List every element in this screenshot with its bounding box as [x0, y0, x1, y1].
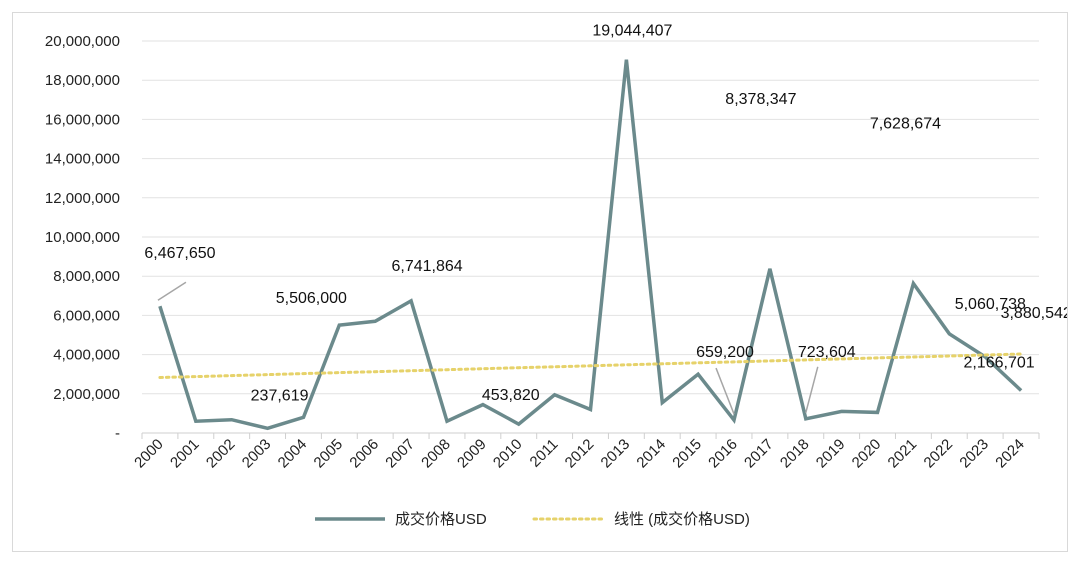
x-tick-label: 2011 [527, 436, 562, 471]
data-label: 19,044,407 [592, 23, 672, 40]
x-tick-label: 2003 [239, 436, 275, 472]
data-label: 6,741,864 [392, 258, 463, 275]
x-tick-label: 2020 [849, 436, 885, 472]
legend: 成交价格USD 线性 (成交价格USD) [315, 510, 750, 528]
legend-label-trend: 线性 (成交价格USD) [614, 510, 750, 528]
y-tick-label: 8,000,000 [53, 268, 120, 285]
x-tick-label: 2001 [167, 436, 203, 472]
grid-lines [142, 40, 1039, 434]
leader-line [805, 366, 819, 414]
series-line-price [158, 59, 1023, 431]
data-label: 5,060,738 [955, 296, 1026, 313]
y-tick-label: 10,000,000 [45, 229, 120, 246]
y-tick-label: 12,000,000 [45, 190, 120, 207]
data-label: 6,467,650 [144, 245, 215, 262]
x-tick-label: 2010 [490, 436, 526, 472]
y-tick-label: 16,000,000 [45, 111, 120, 128]
series-line-trend [158, 352, 1023, 379]
x-tick-label: 2007 [382, 436, 418, 472]
x-tick-label: 2004 [275, 436, 311, 472]
series-lines [158, 59, 1023, 431]
x-axis: 2000 2001 2002 2003 2004 2005 2006 2007 2008 2009… [131, 433, 1040, 472]
x-tick-label: 2024 [992, 436, 1028, 472]
x-tick-label: 2013 [598, 436, 634, 472]
x-tick-label: 2009 [454, 436, 490, 472]
data-label: 723,604 [798, 344, 856, 361]
x-tick-label: 2002 [203, 436, 239, 472]
y-tick-label: 6,000,000 [53, 307, 120, 324]
data-labels: 6,467,650 237,619 5,506,000 6,741,864 453,82… [144, 23, 1067, 415]
y-tick-label: 20,000,000 [45, 33, 120, 50]
data-label: 7,628,674 [870, 115, 941, 132]
leader-line [157, 281, 187, 301]
x-tick-label: 2017 [741, 436, 777, 472]
x-tick-label: 2005 [311, 436, 347, 472]
x-tick-label: 2006 [346, 436, 382, 472]
chart-frame: - 2,000,000 4,000,000 6,000,000 8,000,000 10,… [12, 12, 1068, 552]
x-tick-label: 2008 [418, 436, 454, 472]
x-tick-label: 2015 [669, 436, 705, 472]
x-tick-label: 2012 [562, 436, 598, 472]
data-label: 3,880,542 [1001, 305, 1067, 322]
y-tick-label: 14,000,000 [45, 151, 120, 168]
y-tick-label: 4,000,000 [53, 347, 120, 364]
y-tick-label: 18,000,000 [45, 72, 120, 89]
x-tick-label: 2016 [705, 436, 741, 472]
y-tick-label: - [115, 425, 120, 442]
data-label: 659,200 [696, 344, 754, 361]
data-label: 8,378,347 [725, 91, 796, 108]
x-tick-label: 2021 [885, 436, 921, 472]
y-axis-ticks: - 2,000,000 4,000,000 6,000,000 8,000,000 10,… [45, 33, 120, 442]
x-tick-label: 2023 [956, 436, 992, 472]
x-tick-label: 2018 [777, 436, 813, 472]
data-label: 237,619 [251, 387, 309, 404]
y-tick-label: 2,000,000 [53, 386, 120, 403]
data-label: 5,506,000 [276, 290, 347, 307]
x-tick-label: 2022 [921, 436, 957, 472]
legend-label-price: 成交价格USD [395, 510, 487, 528]
leader-line [715, 367, 735, 415]
x-tick-label: 2019 [813, 436, 849, 472]
x-tick-label: 2000 [131, 436, 167, 472]
data-label: 453,820 [482, 387, 540, 404]
line-chart: - 2,000,000 4,000,000 6,000,000 8,000,000 10,… [45, 23, 1067, 528]
x-tick-label: 2014 [633, 436, 669, 472]
data-label: 2,166,701 [963, 355, 1034, 372]
